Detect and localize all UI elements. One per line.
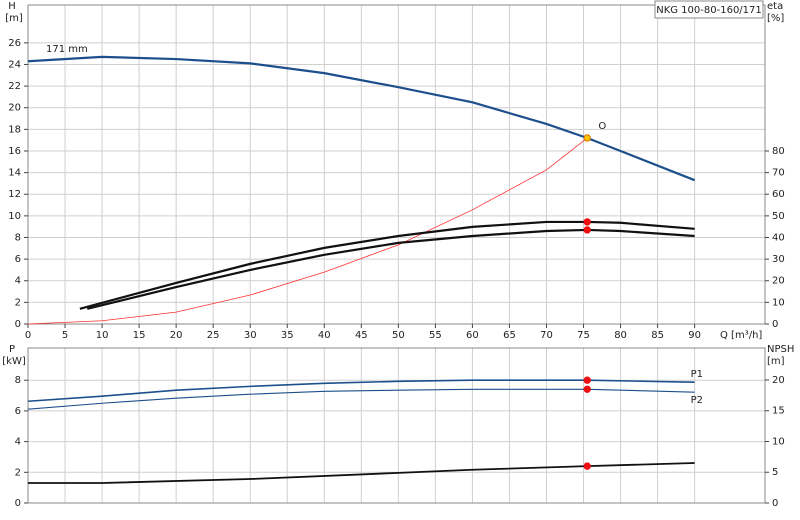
y2-axis-label: NPSH: [767, 344, 794, 355]
y-tick-label: 8: [15, 375, 21, 386]
x-tick-label: 45: [355, 330, 368, 341]
x-tick-label: 25: [207, 330, 220, 341]
x-tick-label: 85: [651, 330, 664, 341]
y-tick-label: 14: [8, 168, 21, 179]
y-tick-label: 4: [15, 437, 21, 448]
y-tick-label: 8: [15, 232, 21, 243]
y2-tick-label: 80: [772, 146, 785, 157]
y2-tick-label: 10: [772, 436, 785, 447]
curve: [86, 228, 695, 310]
y2-tick-label: 20: [772, 375, 785, 386]
y2-tick-label: 60: [772, 189, 785, 200]
y-tick-label: 16: [8, 146, 21, 157]
x-tick-label: 75: [577, 330, 590, 341]
operating-point: [583, 385, 591, 393]
x-tick-label: 10: [96, 330, 109, 341]
y2-tick-label: 10: [772, 297, 785, 308]
x-tick-label: 55: [429, 330, 442, 341]
y-tick-label: 24: [8, 59, 21, 70]
curve-label: 171 mm: [46, 44, 88, 55]
y2-tick-label: 20: [772, 276, 785, 287]
y2-tick-label: 0: [772, 498, 778, 509]
y-axis-unit: [m]: [5, 13, 23, 24]
annotation: O: [598, 121, 606, 132]
y-axis-label: H: [8, 1, 16, 12]
x-tick-label: 50: [392, 330, 405, 341]
y2-tick-label: 70: [772, 168, 785, 179]
operating-point: [583, 226, 591, 234]
curve: [79, 220, 695, 310]
x-tick-label: 65: [503, 330, 516, 341]
chart-title: NKG 100-80-160/171: [656, 5, 762, 16]
plot-frame: [27, 347, 766, 504]
y-tick-label: 4: [15, 276, 21, 287]
y-tick-label: 12: [8, 189, 21, 200]
y2-axis-unit: [m]: [767, 356, 785, 367]
y-axis-unit: [kW]: [2, 356, 26, 367]
x-tick-label: 80: [614, 330, 627, 341]
operating-point: [583, 134, 591, 142]
y2-axis-unit: [%]: [767, 13, 784, 24]
plot-frame: [27, 4, 766, 325]
x-tick-label: 60: [466, 330, 479, 341]
curve: [27, 379, 695, 403]
y2-tick-label: 15: [772, 406, 785, 417]
y-tick-label: 18: [8, 124, 21, 135]
y-tick-label: 2: [15, 297, 21, 308]
y2-tick-label: 30: [772, 254, 785, 265]
y-tick-label: 22: [8, 81, 21, 92]
x-axis-label: Q [m³/h]: [720, 330, 762, 341]
curve-label: P1: [691, 369, 703, 380]
x-tick-label: 40: [318, 330, 331, 341]
y2-tick-label: 50: [772, 211, 785, 222]
y2-tick-label: 40: [772, 232, 785, 243]
y-tick-label: 10: [8, 211, 21, 222]
x-tick-label: 20: [170, 330, 183, 341]
y-tick-label: 6: [15, 406, 21, 417]
x-tick-label: 70: [540, 330, 553, 341]
y-tick-label: 20: [8, 103, 21, 114]
y-tick-label: 2: [15, 467, 21, 478]
curve: [27, 137, 588, 325]
title-box: [654, 0, 764, 19]
curve: [27, 388, 695, 410]
y-tick-label: 6: [15, 254, 21, 265]
y2-tick-label: 0: [772, 319, 778, 330]
curve: [27, 55, 696, 182]
x-tick-label: 0: [25, 330, 31, 341]
curve-label: P2: [691, 395, 703, 406]
y2-axis-label: eta: [767, 1, 783, 12]
x-tick-label: 35: [281, 330, 294, 341]
y-tick-label: 0: [15, 319, 21, 330]
x-tick-label: 15: [133, 330, 146, 341]
operating-point: [583, 462, 591, 470]
operating-point: [583, 376, 591, 384]
y-axis-label: P: [9, 344, 15, 355]
operating-point: [583, 218, 591, 226]
x-tick-label: 90: [688, 330, 701, 341]
y-tick-label: 26: [8, 38, 21, 49]
y2-tick-label: 5: [772, 467, 778, 478]
y-tick-label: 0: [15, 498, 21, 509]
x-tick-label: 5: [62, 330, 68, 341]
x-tick-label: 30: [244, 330, 257, 341]
